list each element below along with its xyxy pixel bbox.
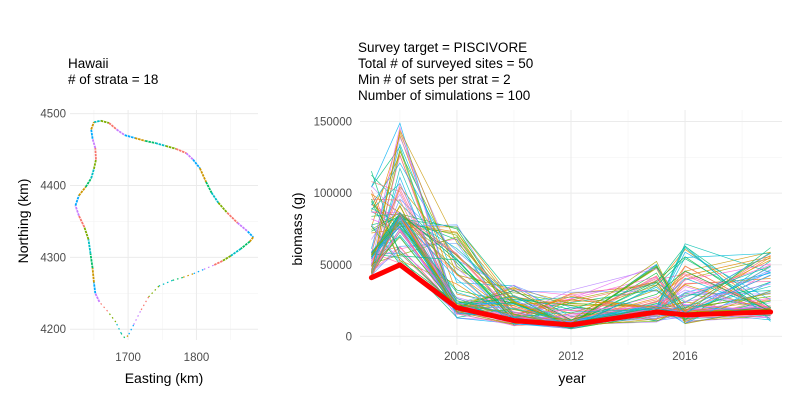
coastline-segment: [74, 205, 80, 216]
coastline-segment: [217, 202, 228, 214]
coastline-segment: [205, 181, 213, 194]
biomass-title-line-1: Survey target = PISCIVORE: [358, 40, 527, 55]
coastline-segment: [221, 255, 232, 262]
coastline-segment: [90, 168, 95, 179]
coastline-segment: [175, 147, 187, 154]
map-gridlines: [70, 110, 258, 340]
biomass-y-tick-label: 150000: [314, 116, 352, 128]
biomass-y-tick-label: 0: [346, 331, 352, 343]
coastline-segment: [78, 215, 86, 228]
coastline-segment: [93, 119, 101, 124]
coastline-segment: [93, 159, 97, 170]
coastline-segment: [115, 321, 122, 334]
coastline-segment: [124, 335, 129, 339]
simulation-line: [371, 217, 771, 325]
biomass-gridlines: [360, 110, 782, 345]
coastline-segment: [165, 145, 177, 150]
simulation-line: [371, 212, 771, 321]
simulation-line: [371, 154, 771, 323]
coastline-segment: [213, 260, 223, 267]
map-tick-labels: 1700 1800 4200 4300 4400 4500: [40, 109, 209, 364]
coastline-segment: [107, 310, 117, 323]
simulation-line: [371, 198, 771, 321]
coastline-segment: [94, 292, 101, 303]
biomass-tick-labels: 2008 2012 2016 0 50000 100000 150000: [314, 116, 698, 363]
coastline-segment: [100, 119, 110, 124]
simulation-line: [371, 236, 771, 325]
biomass-y-tick-label: 50000: [320, 260, 352, 272]
coastline-segment: [236, 222, 249, 233]
coastline-segment: [230, 247, 242, 257]
biomass-title-line-3: Min # of sets per strat = 2: [358, 72, 511, 87]
coastline-segment: [249, 236, 254, 243]
map-y-tick-label: 4200: [40, 324, 66, 336]
coastline-segment: [134, 137, 146, 142]
coastline-segment: [90, 129, 94, 139]
coastline-segment: [94, 148, 97, 160]
map-title-line-2: # of strata = 18: [68, 72, 158, 87]
coastline-segment: [182, 273, 194, 279]
mean-line-group: [368, 262, 774, 328]
coastline-segment: [203, 264, 214, 271]
coastline-segment: [192, 269, 204, 275]
coastline-segment: [91, 268, 95, 283]
simulation-line: [371, 215, 771, 327]
biomass-title-line-2: Total # of surveyed sites = 50: [358, 56, 533, 71]
coastline-segment: [89, 253, 94, 269]
coastline-segment: [155, 142, 166, 147]
coastline-segment: [93, 282, 97, 294]
map-x-tick-label: 1800: [184, 352, 210, 364]
map-y-tick-label: 4500: [40, 109, 66, 121]
coastline-segment: [158, 279, 173, 287]
biomass-x-tick-label: 2012: [558, 351, 584, 363]
coastline-segment: [98, 301, 109, 312]
simulation-line: [371, 228, 771, 313]
map-y-tick-label: 4400: [40, 180, 66, 192]
coastline-segment: [145, 140, 156, 144]
coastline-segment: [83, 226, 90, 240]
simulation-line: [371, 226, 771, 327]
coastline-segment: [108, 122, 118, 131]
coastline-segment: [139, 296, 150, 312]
coastline-segment: [240, 240, 251, 250]
biomass-panel: Survey target = PISCIVORE Total # of sur…: [289, 40, 782, 386]
biomass-y-tick-label: 100000: [314, 188, 352, 200]
coastline-segment: [148, 285, 160, 298]
coastline-segment: [127, 324, 135, 336]
map-y-tick-label: 4300: [40, 252, 66, 264]
simulation-line: [371, 245, 771, 324]
coastline-segment: [124, 134, 136, 139]
coastline-segment: [74, 195, 80, 206]
map-title-line-1: Hawaii: [68, 56, 109, 71]
coastline-segment: [210, 192, 220, 204]
coastline-segment: [199, 167, 207, 183]
biomass-y-axis-label: biomass (g): [289, 192, 305, 265]
coastline-segment: [226, 212, 239, 224]
coastline-segment: [90, 121, 95, 130]
coastline-segment: [172, 276, 183, 281]
coastline-segment: [185, 152, 194, 161]
coastline-segment: [78, 186, 87, 197]
biomass-title-line-4: Number of simulations = 100: [358, 88, 530, 103]
simulation-line: [371, 214, 771, 312]
simulation-line: [371, 230, 771, 321]
coastline-segment: [87, 239, 92, 254]
coastline-strata: [74, 119, 254, 339]
map-x-axis-label: Easting (km): [125, 370, 204, 386]
coastline-segment: [247, 230, 254, 238]
coastline-segment: [91, 138, 97, 149]
mean-biomass-line: [368, 262, 774, 328]
coastline-segment: [192, 159, 201, 169]
map-panel: Hawaii # of strata = 18 1700 1800 4200 4300…: [15, 56, 258, 386]
map-y-axis-label: Northing (km): [15, 179, 31, 264]
coastline-segment: [115, 128, 126, 136]
map-x-tick-label: 1700: [115, 352, 141, 364]
biomass-x-tick-label: 2016: [672, 351, 698, 363]
coastline-segment: [84, 177, 92, 188]
coastline-segment: [133, 310, 141, 326]
biomass-x-axis-label: year: [558, 370, 586, 386]
coastline-segment: [120, 333, 126, 339]
biomass-x-tick-label: 2008: [444, 351, 470, 363]
